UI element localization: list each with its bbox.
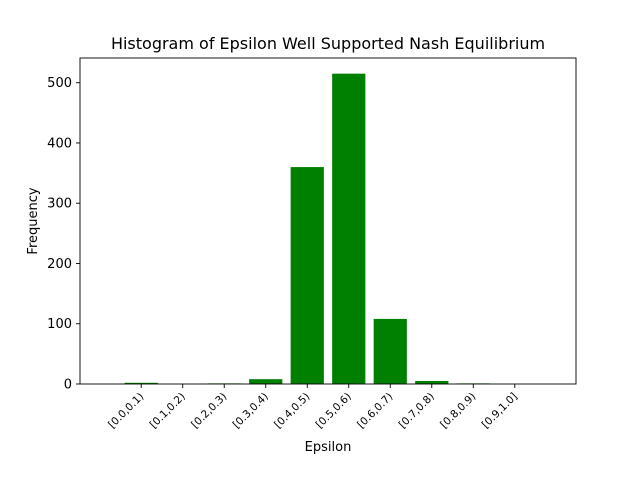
y-tick-label-3: 300 (47, 197, 72, 212)
y-tick-label-0: 0 (64, 378, 72, 393)
bar-0 (124, 382, 158, 384)
x-tick-label-9: [0.9,1.0] (480, 391, 520, 431)
x-tick-label-6: [0.6,0.7) (355, 391, 395, 431)
bar-3 (249, 379, 283, 384)
x-tick-label-2: [0.2,0.3) (189, 391, 229, 431)
chart-title: Histogram of Epsilon Well Supported Nash… (111, 34, 545, 53)
bar-5 (332, 73, 366, 385)
y-tick-label-2: 200 (47, 257, 72, 272)
y-tick-label-4: 400 (47, 136, 72, 151)
x-tick-label-0: [0.0,0.1) (106, 391, 146, 431)
x-axis-label: Epsilon (305, 440, 352, 455)
x-tick-label-3: [0.3,0.4) (231, 391, 271, 431)
x-axis-ticks: [0.0,0.1) [0.1,0.2) [0.2,0.3) [0.3,0.4) [0.4… (106, 384, 520, 431)
bar-7 (415, 380, 449, 384)
plot-frame (79, 57, 577, 385)
x-tick-label-1: [0.1,0.2) (148, 391, 188, 431)
x-tick-label-7: [0.7,0.8) (397, 391, 437, 431)
x-tick-label-8: [0.8,0.9) (438, 391, 478, 431)
y-tick-label-5: 500 (47, 76, 72, 91)
y-axis-label: Frequency (26, 187, 41, 254)
y-axis-ticks: 0 100 200 300 400 500 (47, 76, 80, 393)
x-tick-label-5: [0.5,0.6) (314, 391, 354, 431)
bar-6 (373, 318, 407, 384)
x-tick-label-4: [0.4,0.5) (272, 391, 312, 431)
bars-group (124, 73, 490, 385)
bar-4 (290, 167, 324, 384)
y-tick-label-1: 100 (47, 317, 72, 332)
